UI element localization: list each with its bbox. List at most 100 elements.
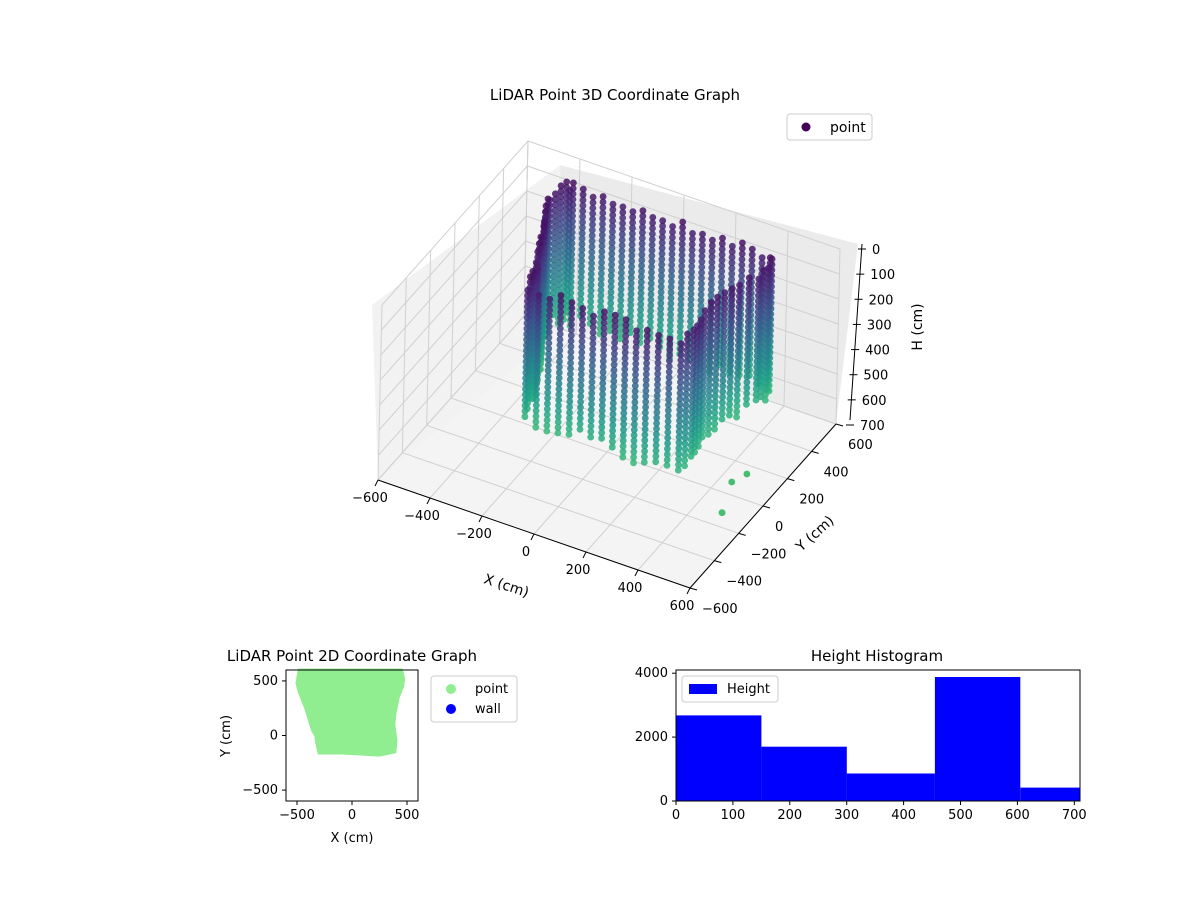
point-3d: [712, 348, 720, 356]
point-3d: [681, 429, 689, 437]
point-3d: [589, 340, 597, 347]
point-3d: [578, 360, 585, 367]
point-3d: [620, 398, 628, 406]
point-3d: [551, 223, 559, 231]
point-3d: [677, 367, 684, 375]
point-3d: [643, 365, 650, 373]
point-3d: [668, 261, 676, 269]
point-3d: [533, 374, 541, 382]
point-3d: [677, 362, 685, 370]
point-3d: [618, 264, 625, 271]
point-3d: [658, 266, 665, 274]
point-3d: [579, 185, 587, 193]
point-3d: [669, 234, 676, 241]
point-3d: [733, 413, 740, 421]
point-3d: [577, 295, 585, 303]
point-3d: [705, 409, 713, 416]
point-3d: [610, 388, 617, 396]
point-3d: [587, 417, 595, 424]
point-3d: [641, 414, 649, 422]
point-3d: [557, 303, 565, 310]
point-3d: [522, 391, 529, 399]
point-3d: [577, 409, 584, 417]
point-3d: [687, 447, 695, 455]
point-3d: [607, 283, 615, 291]
point-3d: [727, 329, 735, 337]
point-3d: [565, 431, 573, 438]
point-3d: [546, 306, 553, 314]
point-3d: [569, 190, 577, 198]
point-3d: [556, 358, 563, 365]
point-3d: [728, 301, 736, 309]
point-3d: [544, 361, 552, 369]
point-3d: [566, 403, 573, 411]
legend-histogram: Height: [681, 675, 779, 703]
point-3d: [681, 440, 689, 448]
point-3d: [657, 310, 664, 318]
point-3d: [578, 332, 586, 340]
point-3d: [589, 215, 596, 223]
point-3d: [587, 422, 595, 430]
point-3d: [532, 412, 540, 420]
point-3d: [620, 426, 627, 434]
point-3d: [557, 187, 565, 195]
point-cloud-3d: [521, 178, 776, 517]
legend-2d-label-point: point: [475, 682, 508, 697]
point-3d: [630, 437, 638, 445]
chart-2d-xlabel: X (cm): [331, 831, 374, 846]
point-3d: [754, 314, 762, 321]
point-3d: [698, 263, 706, 271]
point-3d: [688, 403, 696, 411]
point-3d: [687, 307, 695, 314]
point-3d: [533, 390, 540, 398]
point-3d: [688, 252, 696, 259]
point-3d: [735, 314, 743, 322]
point-3d: [676, 400, 684, 408]
point-3d: [641, 420, 649, 428]
point-3d: [641, 447, 648, 455]
point-3d: [711, 409, 719, 417]
point-3d: [631, 382, 639, 390]
point-3d: [618, 242, 626, 249]
point-3d: [649, 214, 657, 221]
point-3d: [758, 254, 766, 262]
point-3d: [727, 340, 735, 348]
x-tick-label: −200: [456, 527, 492, 542]
point-3d: [726, 400, 733, 408]
point-3d: [707, 291, 715, 299]
point-3d: [683, 347, 691, 354]
point-3d: [708, 269, 715, 277]
point-3d: [664, 440, 671, 447]
y-tick: [714, 560, 722, 564]
point-3d: [717, 284, 725, 292]
point-3d: [618, 247, 626, 255]
point-3d: [633, 332, 640, 340]
point-3d: [598, 237, 606, 244]
point-3d: [668, 272, 675, 280]
point-3d: [555, 407, 562, 415]
point-3d: [728, 318, 735, 326]
point-3d: [652, 447, 660, 455]
point-3d: [676, 389, 684, 397]
point-3d: [543, 427, 551, 435]
point-3d: [555, 264, 563, 272]
point-3d: [643, 359, 650, 367]
y-tick-label: −400: [726, 575, 762, 590]
point-3d: [679, 224, 686, 231]
point-3d: [607, 299, 615, 307]
point-3d: [684, 341, 691, 349]
point-3d: [687, 436, 695, 444]
point-3d: [579, 207, 587, 215]
point-3d: [698, 252, 706, 260]
point-3d: [632, 371, 639, 379]
point-3d: [719, 382, 727, 390]
point-3d: [713, 315, 721, 323]
point-3d: [579, 310, 586, 318]
point-3d: [642, 370, 650, 378]
point-3d: [556, 330, 564, 338]
point-3d: [683, 352, 691, 360]
point-3d: [576, 426, 584, 433]
point-3d: [675, 461, 682, 469]
point-3d: [753, 369, 760, 376]
point-3d: [677, 351, 685, 359]
